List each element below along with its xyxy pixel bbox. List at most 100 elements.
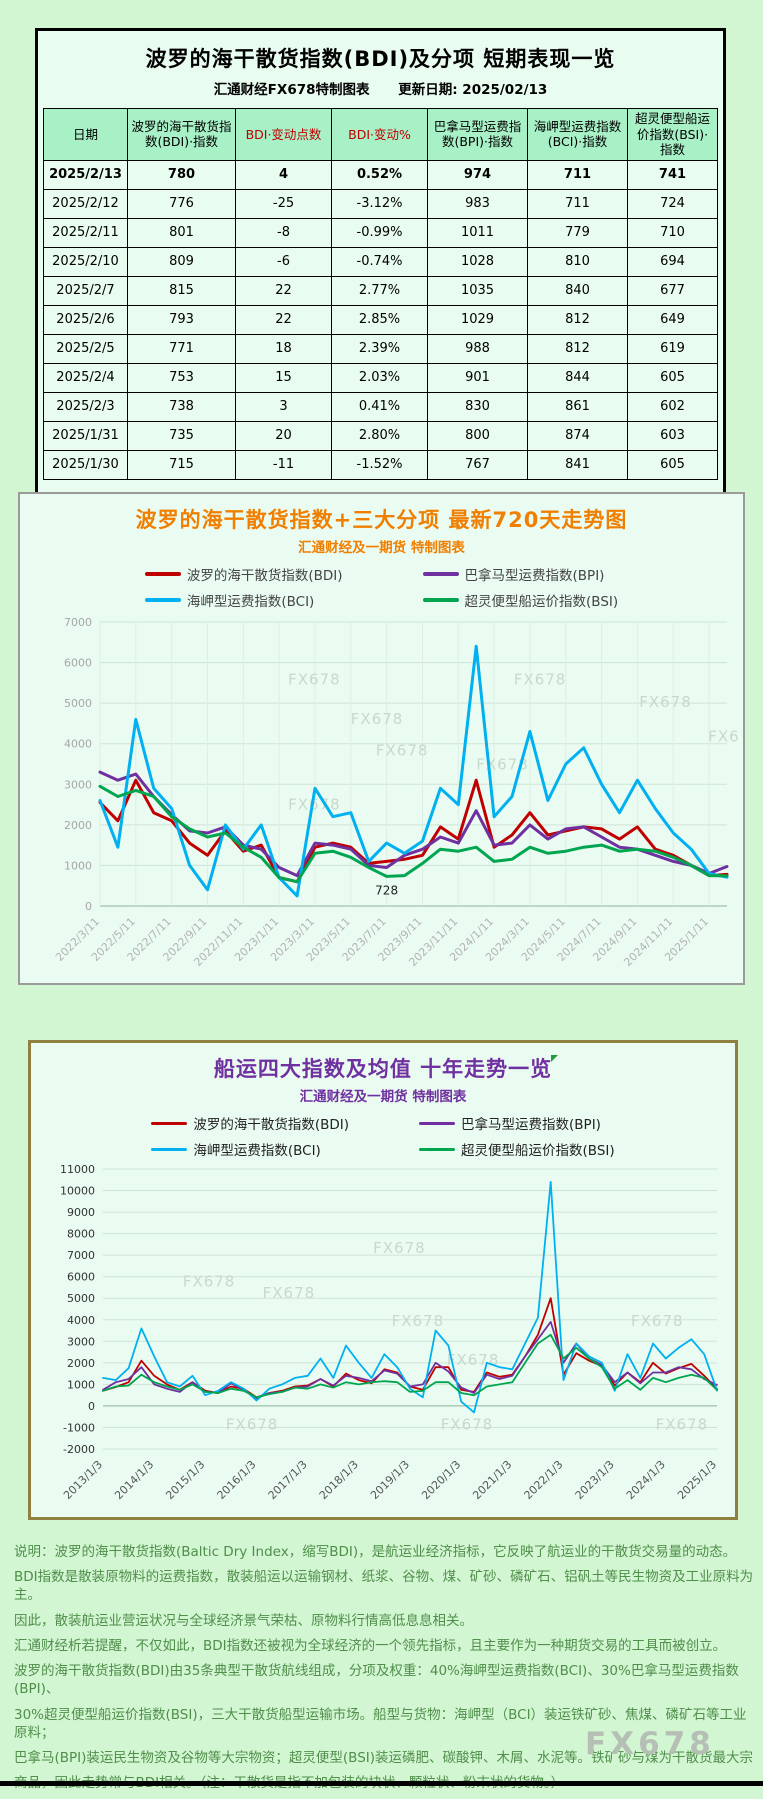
chart-720d-legend: 波罗的海干散货指数(BDI) 巴拿马型运费指数(BPI) 海岬型运费指数(BCI) 超… [144,564,619,610]
legend-label: 波罗的海干散货指数(BDI) [193,1117,350,1133]
svg-text:2015/1/3: 2015/1/3 [163,1458,207,1502]
legend-line-icon [422,572,459,576]
table-cell: 711 [527,188,628,219]
table-row: 2025/2/11 801 -8 -0.99% 1011 779 710 [43,217,718,248]
table-cell: 741 [627,159,718,190]
table-cell: 779 [527,217,628,248]
column-header: 波罗的海干散货指数(BDI)·指数 [127,108,236,161]
description-line: 巴拿马(BPI)装运民生物资及谷物等大宗物资；超灵便型(BSI)装运磷肥、碳酸钾… [14,1749,754,1766]
bdi-table-header-row: 日期 波罗的海干散货指数(BDI)·指数 BDI·变动点数 BDI·变动% 巴拿马型运费… [43,108,718,161]
svg-text:FX678: FX678 [447,1351,500,1369]
table-cell: 738 [127,391,236,422]
table-cell: 711 [527,159,628,190]
svg-text:6000: 6000 [64,657,92,670]
table-cell: 809 [127,246,236,277]
table-cell: 603 [627,420,718,451]
svg-text:2019/1/3: 2019/1/3 [368,1458,412,1502]
table-row: 2025/2/5 771 18 2.39% 988 812 619 [43,333,718,364]
table-cell: 861 [527,391,628,422]
legend-label: 超灵便型船运价指数(BSI) [464,594,619,610]
bdi-table: 日期 波罗的海干散货指数(BDI)·指数 BDI·变动点数 BDI·变动% 巴拿马型运费… [43,108,718,480]
table-cell: 735 [127,420,236,451]
table-cell: 780 [127,159,236,190]
svg-text:FX678: FX678 [631,1312,684,1330]
svg-text:FX678: FX678 [656,1415,709,1433]
bdi-short-term-panel: 波罗的海干散货指数(BDI)及分项 短期表现一览 汇通财经FX678特制图表 更… [35,28,726,572]
table-cell: 0.41% [331,391,428,422]
trend-chart-10y: -2000 -1000 0 1000 2000 3000 4000 5000 6000 7000 8… [60,1163,719,1502]
table-cell: 2.77% [331,275,428,306]
legend-item: 海岬型运费指数(BCI) [144,590,343,610]
table-cell: 815 [127,275,236,306]
table-row: 2025/2/3 738 3 0.41% 830 861 602 [43,391,718,422]
table-cell: 22 [235,304,332,335]
table-row: 2025/2/13 780 4 0.52% 974 711 741 [43,159,718,190]
column-header: BDI·变动% [331,108,428,161]
svg-text:6000: 6000 [67,1271,95,1284]
table-cell: -11 [235,449,332,480]
table-cell: 2025/2/11 [43,217,128,248]
svg-text:8000: 8000 [67,1228,95,1241]
table-cell: 812 [527,333,628,364]
table-cell: 793 [127,304,236,335]
description-line: 因此，散装航运业营运状况与全球经济景气荣枯、原物料行情高低息息相关。 [14,1612,473,1629]
legend-item: 超灵便型船运价指数(BSI) [422,590,619,610]
table-cell: 2025/2/3 [43,391,128,422]
svg-text:FX678: FX678 [288,670,341,688]
chart-720d-subtitle: 汇通财经及一期货 特制图表 [298,540,465,556]
description-line: 30%超灵便型船运价指数(BSI)，三大干散货船型运输市场。船型与货物：海岬型（… [14,1706,747,1741]
table-cell: 2025/1/31 [43,420,128,451]
table-cell: -0.74% [331,246,428,277]
svg-text:FX678: FX678 [639,693,692,711]
legend-label: 波罗的海干散货指数(BDI) [186,568,343,584]
chart-10y-subtitle: 汇通财经及一期货 特制图表 [299,1089,467,1105]
svg-text:FX678: FX678 [226,1415,279,1433]
table-cell: 983 [427,188,528,219]
table-cell: 901 [427,362,528,393]
chart-10y-legend: 波罗的海干散货指数(BDI) 巴拿马型运费指数(BPI) 海岬型运费指数(BCI) 超… [151,1113,615,1159]
svg-text:2023/1/3: 2023/1/3 [573,1458,617,1502]
svg-text:728: 728 [375,883,398,897]
table-cell: 874 [527,420,628,451]
table-cell: 776 [127,188,236,219]
svg-text:10000: 10000 [60,1185,95,1198]
svg-text:FX678: FX678 [351,710,404,728]
svg-text:FX678: FX678 [392,1312,445,1330]
chart-10y-title: 船运四大指数及均值 十年走势一览 [213,1057,553,1081]
svg-text:3000: 3000 [67,1335,95,1348]
legend-item: 波罗的海干散货指数(BDI) [151,1113,349,1133]
legend-item: 巴拿马型运费指数(BPI) [419,1113,615,1133]
table-cell: 812 [527,304,628,335]
table-cell: 2025/2/7 [43,275,128,306]
table-cell: 605 [627,362,718,393]
svg-text:4000: 4000 [67,1314,95,1327]
table-cell: 4 [235,159,332,190]
table-cell: 2025/2/5 [43,333,128,364]
legend-line-icon [144,598,181,602]
table-cell: 677 [627,275,718,306]
svg-text:2021/1/3: 2021/1/3 [470,1458,514,1502]
table-cell: 830 [427,391,528,422]
table-cell: 0.52% [331,159,428,190]
description-line: BDI指数是散装原物料的运费指数，散装船运以运输钢材、纸浆、谷物、煤、矿砂、磷矿… [14,1569,754,1604]
table-cell: 619 [627,333,718,364]
svg-text:FX678: FX678 [263,1284,316,1302]
svg-text:0: 0 [85,900,92,913]
table-cell: 2025/2/6 [43,304,128,335]
svg-text:1000: 1000 [64,859,92,872]
update-date-label: 更新日期: 2025/02/13 [398,82,548,98]
legend-label: 巴拿马型运费指数(BPI) [464,568,605,584]
svg-text:0: 0 [88,1400,95,1413]
table-row: 2025/2/6 793 22 2.85% 1029 812 649 [43,304,718,335]
table-cell: 800 [427,420,528,451]
legend-label: 超灵便型船运价指数(BSI) [461,1143,615,1159]
legend-line-icon [151,1121,188,1125]
table-cell: 602 [627,391,718,422]
legend-line-icon [422,598,459,602]
table-cell: 2.39% [331,333,428,364]
svg-text:FX678: FX678 [514,670,567,688]
legend-item: 巴拿马型运费指数(BPI) [422,564,619,584]
table-cell: 2.03% [331,362,428,393]
table-cell: -1.52% [331,449,428,480]
svg-text:-2000: -2000 [63,1443,95,1456]
